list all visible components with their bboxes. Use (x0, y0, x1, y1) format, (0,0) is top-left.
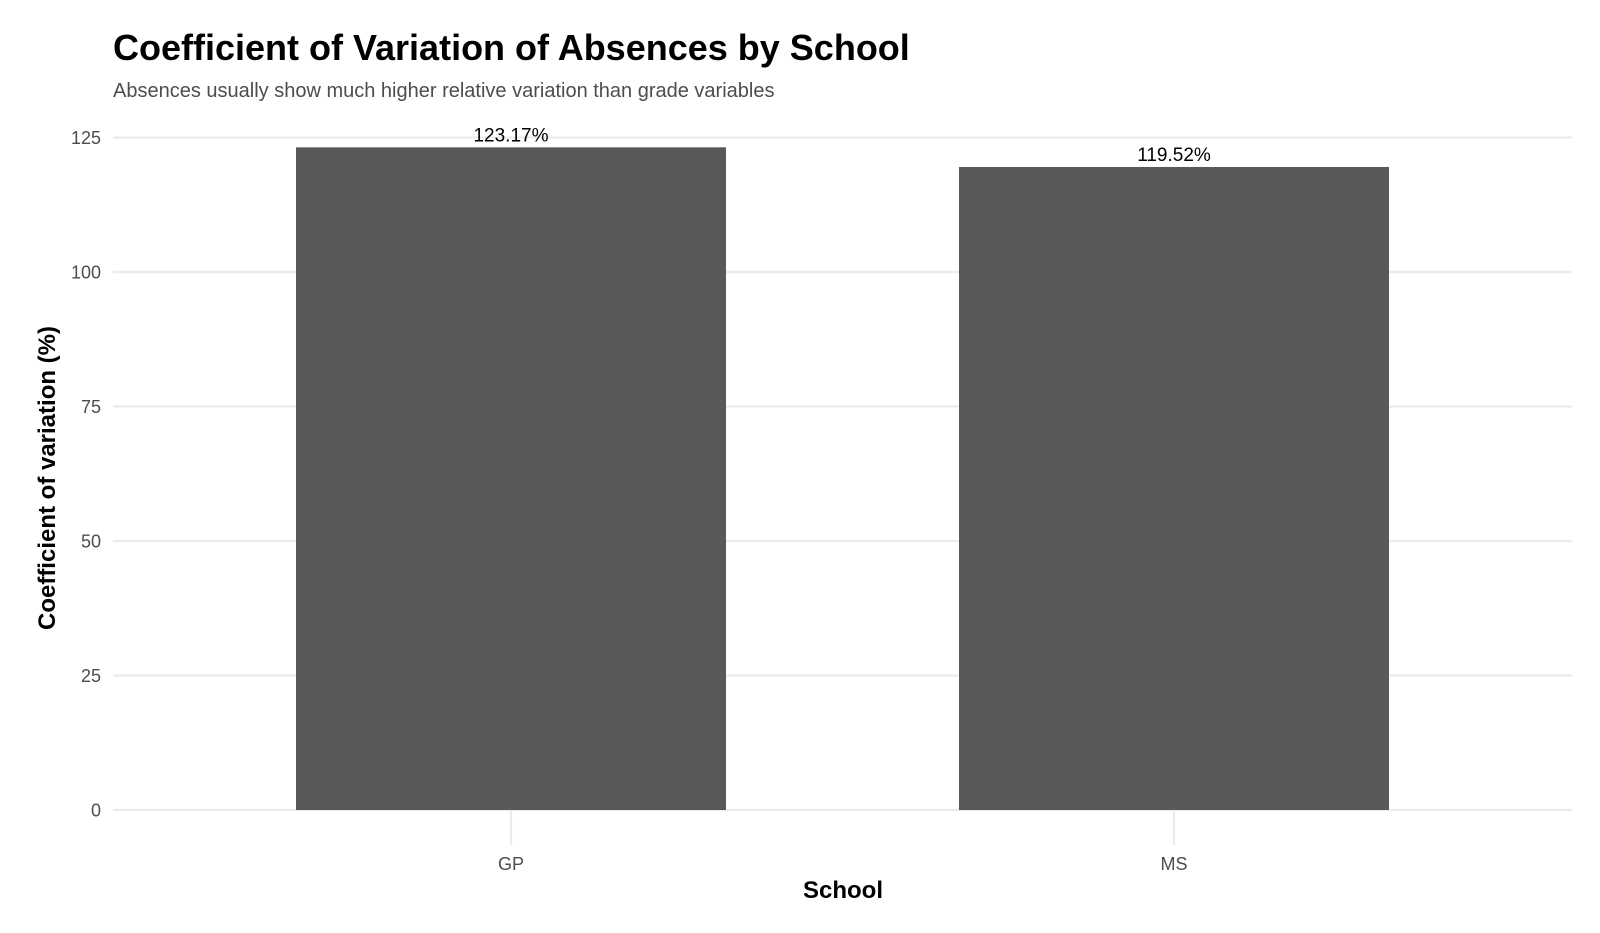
y-tick-label-0: 0 (91, 801, 101, 821)
x-axis-ticks: GP MS (498, 854, 1188, 874)
bars (296, 147, 1389, 810)
bar-gp (296, 147, 726, 810)
bar-ms (959, 166, 1389, 810)
y-tick-label-75: 75 (81, 397, 101, 417)
y-tick-label-100: 100 (71, 263, 101, 283)
x-tick-label-ms: MS (1161, 854, 1188, 874)
data-labels: 123.17% 119.52% (473, 125, 1210, 166)
y-axis-ticks: 0 25 50 75 100 125 (71, 128, 101, 821)
y-tick-label-25: 25 (81, 666, 101, 686)
chart-title: Coefficient of Variation of Absences by … (113, 27, 910, 68)
x-axis-title: School (803, 877, 883, 904)
y-tick-label-125: 125 (71, 128, 101, 148)
x-tick-label-gp: GP (498, 854, 524, 874)
y-axis-title: Coefficient of variation (%) (34, 326, 61, 630)
data-label-gp: 123.17% (473, 125, 548, 146)
data-label-ms: 119.52% (1137, 145, 1211, 166)
chart-subtitle: Absences usually show much higher relati… (113, 80, 774, 102)
y-tick-label-50: 50 (81, 532, 101, 552)
